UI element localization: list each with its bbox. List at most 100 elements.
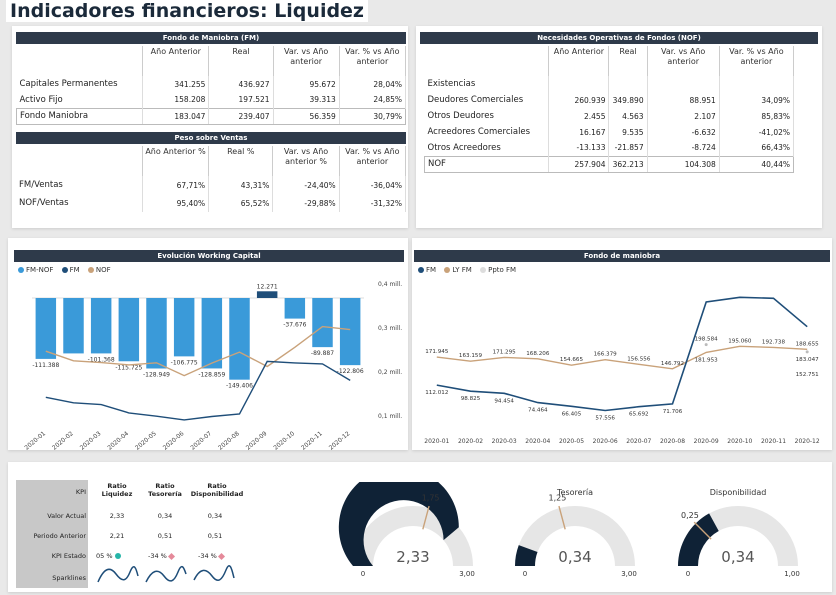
fm-chart-title: Fondo de maniobra [414, 250, 830, 262]
sparkline-disponibilidad [193, 565, 235, 581]
status-diamond-icon [167, 552, 175, 560]
point-ppto-fm[interactable] [704, 343, 708, 347]
x-tick-label: 2020-04 [525, 438, 550, 445]
bar-fm-nof[interactable] [118, 298, 140, 362]
point-data-label: 171.945 [425, 349, 449, 355]
x-tick-label: 2020-06 [162, 430, 186, 450]
x-tick-label: 2020-10 [272, 430, 296, 450]
point-data-label: 66.405 [562, 411, 582, 417]
bar-data-label: -128.859 [198, 371, 225, 378]
x-tick-label: 2020-05 [134, 430, 158, 450]
legend-item-fm[interactable]: FM [418, 266, 436, 274]
x-tick-label: 2020-07 [189, 430, 213, 450]
gauge-target-label: 1,25 [548, 493, 566, 502]
x-tick-label: 2020-08 [660, 438, 685, 445]
gauge-max-label: 3,00 [459, 570, 475, 578]
wc-chart-title: Evolución Working Capital [14, 250, 404, 262]
table-row: Otros Acreedores -13.133 -21.857 -8.724 66,4… [424, 140, 795, 156]
point-data-label: 183.047 [796, 357, 820, 363]
fm-header-1: Real [208, 46, 274, 76]
x-tick-label: 2020-03 [492, 438, 517, 445]
bar-fm-nof[interactable] [256, 291, 278, 298]
bar-fm-nof[interactable] [339, 298, 361, 366]
point-data-label: 112.012 [425, 390, 448, 396]
x-tick-label: 2020-02 [51, 430, 75, 450]
fm-legend: FM LY FM Ppto FM [418, 266, 522, 274]
bar-fm-nof[interactable] [284, 298, 306, 319]
kpi-col-2: Ratio Disponibilidad [190, 482, 244, 498]
line-nof[interactable] [45, 325, 351, 377]
line-fm[interactable] [45, 360, 351, 421]
legend-item-nof[interactable]: NOF [87, 266, 111, 274]
nof-header-0: Año Anterior [548, 46, 610, 76]
bar-fm-nof[interactable] [173, 298, 195, 357]
page-title: Indicadores financieros: Liquidez [6, 0, 368, 22]
nof-header-3: Var. % vs Año anterior [719, 46, 795, 76]
bar-fm-nof[interactable] [229, 298, 250, 380]
gauge-min-label: 0 [361, 570, 365, 578]
point-data-label: 152.751 [796, 372, 820, 378]
point-data-label: 98.825 [461, 396, 481, 402]
fm-header-2: Var. vs Año anterior [273, 46, 340, 76]
kpi-grid: KPI Ratio Liquidez Ratio Tesorería Ratio… [16, 480, 246, 590]
sparkline-tesoreria [145, 565, 187, 583]
gauge-disponibilidad: Disponibilidad 0,25 0,34 0 1,00 [658, 482, 818, 588]
y2-tick-label: 0,2 mill. [378, 369, 402, 376]
gauge-min-label: 0 [523, 570, 527, 578]
fm-header-0: Año Anterior [142, 46, 210, 76]
gauge-target-label: 1,75 [422, 493, 440, 502]
fm-chart-svg: 171.945 112.012 163.159 98.825 171.295 94.454… [424, 296, 820, 445]
bar-fm-nof[interactable] [146, 298, 167, 369]
bar-data-label: -115.725 [115, 364, 142, 371]
kpi-col-0: Ratio Liquidez [101, 482, 133, 498]
point-data-label: 168.206 [526, 351, 550, 357]
x-tick-label: 2020-09 [245, 430, 269, 450]
x-tick-label: 2020-08 [217, 430, 241, 450]
gauge-value-label: 0,34 [721, 548, 754, 566]
gauge-value-label: 2,33 [396, 548, 429, 566]
x-tick-label: 2020-04 [106, 430, 130, 450]
fm-chart-panel: Fondo de maniobra FM LY FM Ppto FM 171.9… [412, 238, 832, 450]
bar-fm-nof[interactable] [312, 298, 333, 348]
table-row: Deudores Comerciales 260.939 349.890 88.951… [424, 92, 795, 108]
point-data-label: 192.738 [762, 339, 786, 345]
x-tick-label: 2020-03 [79, 430, 103, 450]
legend-item-ly-fm[interactable]: LY FM [444, 266, 472, 274]
bar-data-label: -89.887 [311, 350, 334, 357]
bar-fm-nof[interactable] [201, 298, 223, 369]
bar-data-label: -128.949 [143, 371, 170, 378]
legend-item-fm-nof[interactable]: FM-NOF [18, 266, 53, 274]
bar-fm-nof[interactable] [90, 298, 112, 354]
bar-fm-nof[interactable] [63, 298, 84, 354]
fm-table-title: Fondo de Maniobra (FM) [16, 32, 406, 44]
point-data-label: 195.060 [728, 338, 752, 344]
table-row: FM/Ventas 67,71% 43,31% -24,40% -36,04% [16, 176, 407, 194]
x-tick-label: 2020-01 [424, 438, 449, 445]
gauge-target-marker [558, 505, 566, 530]
bar-data-label: 12.271 [257, 283, 278, 290]
line-ly-fm[interactable] [436, 345, 808, 370]
legend-item-fm[interactable]: FM [61, 266, 80, 274]
line-fm[interactable] [436, 296, 808, 412]
point-ppto-fm[interactable] [805, 350, 809, 354]
x-tick-label: 2020-12 [328, 430, 352, 450]
wc-chart-svg: 0,4 mill. 0,3 mill. 0,2 mill. 0,1 mill. -111… [23, 281, 402, 450]
wc-chart-panel: Evolución Working Capital FM-NOF FM NOF … [8, 238, 408, 450]
kpi-row-label: Valor Actual [47, 512, 86, 520]
kpi-panel: KPI Ratio Liquidez Ratio Tesorería Ratio… [8, 462, 832, 592]
gauge-min-label: 0 [686, 570, 690, 578]
point-data-label: 156.556 [627, 356, 651, 362]
gauge-fill [515, 545, 538, 566]
x-tick-label: 2020-02 [458, 438, 483, 445]
kpi-row-label: KPI Estado [51, 552, 86, 560]
point-data-label: 163.159 [459, 353, 483, 359]
legend-item-ppto-fm[interactable]: Ppto FM [480, 266, 516, 274]
point-data-label: 94.454 [494, 398, 514, 404]
point-data-label: 181.953 [695, 357, 719, 363]
point-data-label: 171.295 [493, 349, 517, 355]
table-row: Capitales Permanentes 341.255 436.927 95… [16, 76, 407, 92]
table-row: NOF/Ventas 95,40% 65,52% -29,88% -31,32% [16, 194, 407, 212]
point-data-label: 71.706 [663, 409, 683, 415]
bar-fm-nof[interactable] [35, 298, 57, 359]
